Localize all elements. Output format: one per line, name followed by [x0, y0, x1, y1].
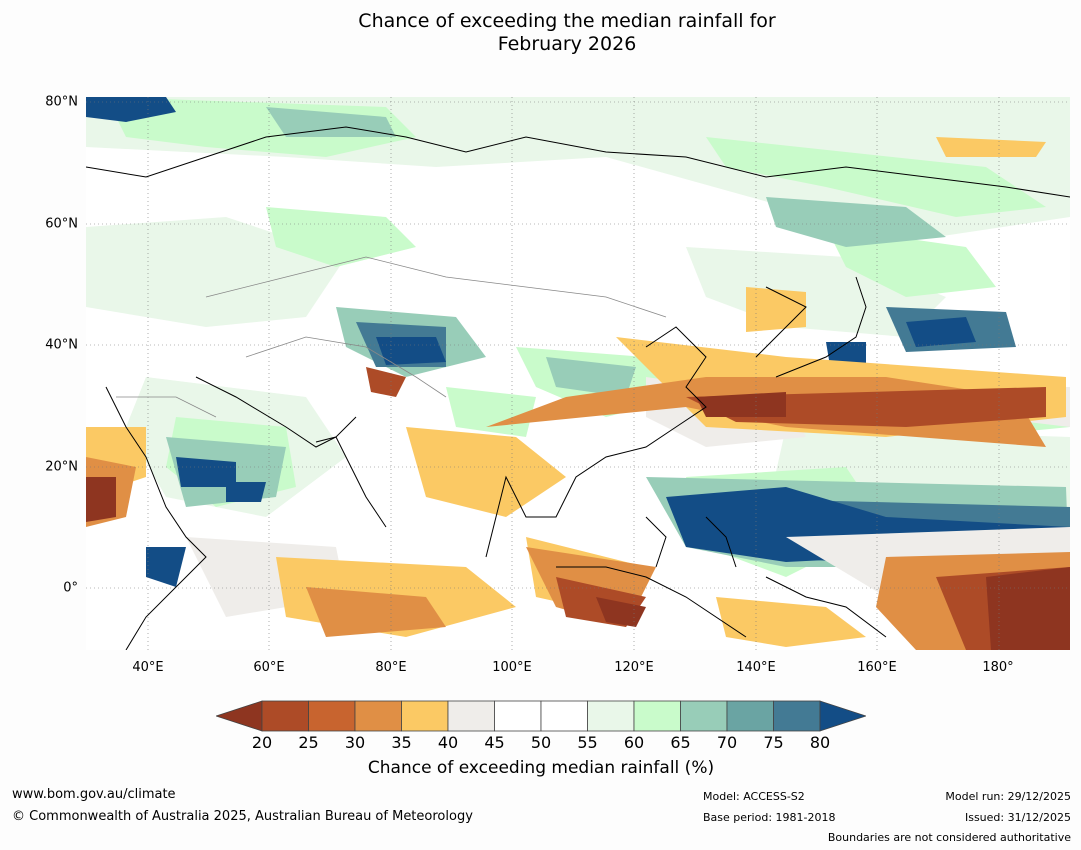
lon-label-80e: 80°E — [375, 660, 407, 675]
lon-label-40e: 40°E — [132, 660, 164, 675]
lat-label-80n: 80°N — [45, 94, 78, 110]
colorbar-segment — [633, 700, 681, 732]
lon-label-160e: 160°E — [857, 660, 897, 675]
colorbar-segment — [680, 700, 728, 732]
lon-label-120e: 120°E — [614, 660, 654, 675]
model-text: Model: ACCESS-S2 — [703, 790, 805, 803]
title-line-1: Chance of exceeding the median rainfall … — [358, 10, 776, 32]
colorbar-tick-label: 50 — [530, 733, 552, 752]
country-borders — [116, 256, 667, 418]
colorbar-tick-label: 80 — [809, 733, 831, 752]
lon-label-100e: 100°E — [492, 660, 532, 675]
website-link[interactable]: www.bom.gov.au/climate — [12, 787, 176, 802]
lon-label-60e: 60°E — [253, 660, 285, 675]
base-period-text: Base period: 1981-2018 — [703, 811, 836, 824]
colorbar-segment — [401, 700, 449, 732]
colorbar-segment — [354, 700, 402, 732]
map-gridlines — [86, 97, 1070, 650]
lat-label-0: 0° — [63, 580, 78, 596]
colorbar-tick-label: 65 — [670, 733, 691, 752]
map-title: Chance of exceeding the median rainfall … — [0, 10, 1081, 56]
lon-label-140e: 140°E — [736, 660, 776, 675]
colorbar-tick-label: 75 — [763, 733, 784, 752]
colorbar-segment — [773, 700, 821, 732]
lat-label-60n: 60°N — [45, 216, 78, 232]
colorbar-extend-low — [216, 700, 263, 732]
colorbar-segment — [447, 700, 495, 732]
colorbar-tick-label: 60 — [623, 733, 645, 752]
colorbar-segment — [587, 700, 635, 732]
brown-region — [86, 392, 1070, 650]
colorbar-extend-high — [819, 700, 866, 732]
issued-text: Issued: 31/12/2025 — [964, 811, 1071, 824]
colorbar-segment — [726, 700, 774, 732]
rainfall-map — [86, 97, 1070, 650]
copyright-text: © Commonwealth of Australia 2025, Austra… — [12, 809, 473, 824]
lat-label-40n: 40°N — [45, 337, 78, 353]
model-run-text: Model run: 29/12/2025 — [945, 790, 1071, 803]
colorbar-segment — [308, 700, 356, 732]
colorbar-tick-label: 55 — [577, 733, 598, 752]
colorbar-tick-label: 20 — [251, 733, 273, 752]
colorbar-segment — [494, 700, 542, 732]
colorbar-tick-label: 30 — [344, 733, 366, 752]
title-line-2: February 2026 — [497, 33, 637, 55]
colorbar-tick-label: 35 — [391, 733, 412, 752]
lon-label-180: 180° — [982, 660, 1014, 675]
colorbar — [216, 700, 866, 732]
boundaries-note: Boundaries are not considered authoritat… — [827, 831, 1071, 844]
colorbar-tick-label: 45 — [484, 733, 505, 752]
colorbar-tick-label: 40 — [437, 733, 459, 752]
colorbar-segment — [540, 700, 588, 732]
colorbar-label: Chance of exceeding median rainfall (%) — [367, 758, 715, 778]
colorbar-tick-label: 70 — [716, 733, 738, 752]
colorbar-segment — [261, 700, 309, 732]
coastlines — [86, 126, 1070, 650]
lat-label-20n: 20°N — [45, 459, 78, 475]
colorbar-tick-label: 25 — [298, 733, 319, 752]
map-canvas — [86, 97, 1070, 650]
